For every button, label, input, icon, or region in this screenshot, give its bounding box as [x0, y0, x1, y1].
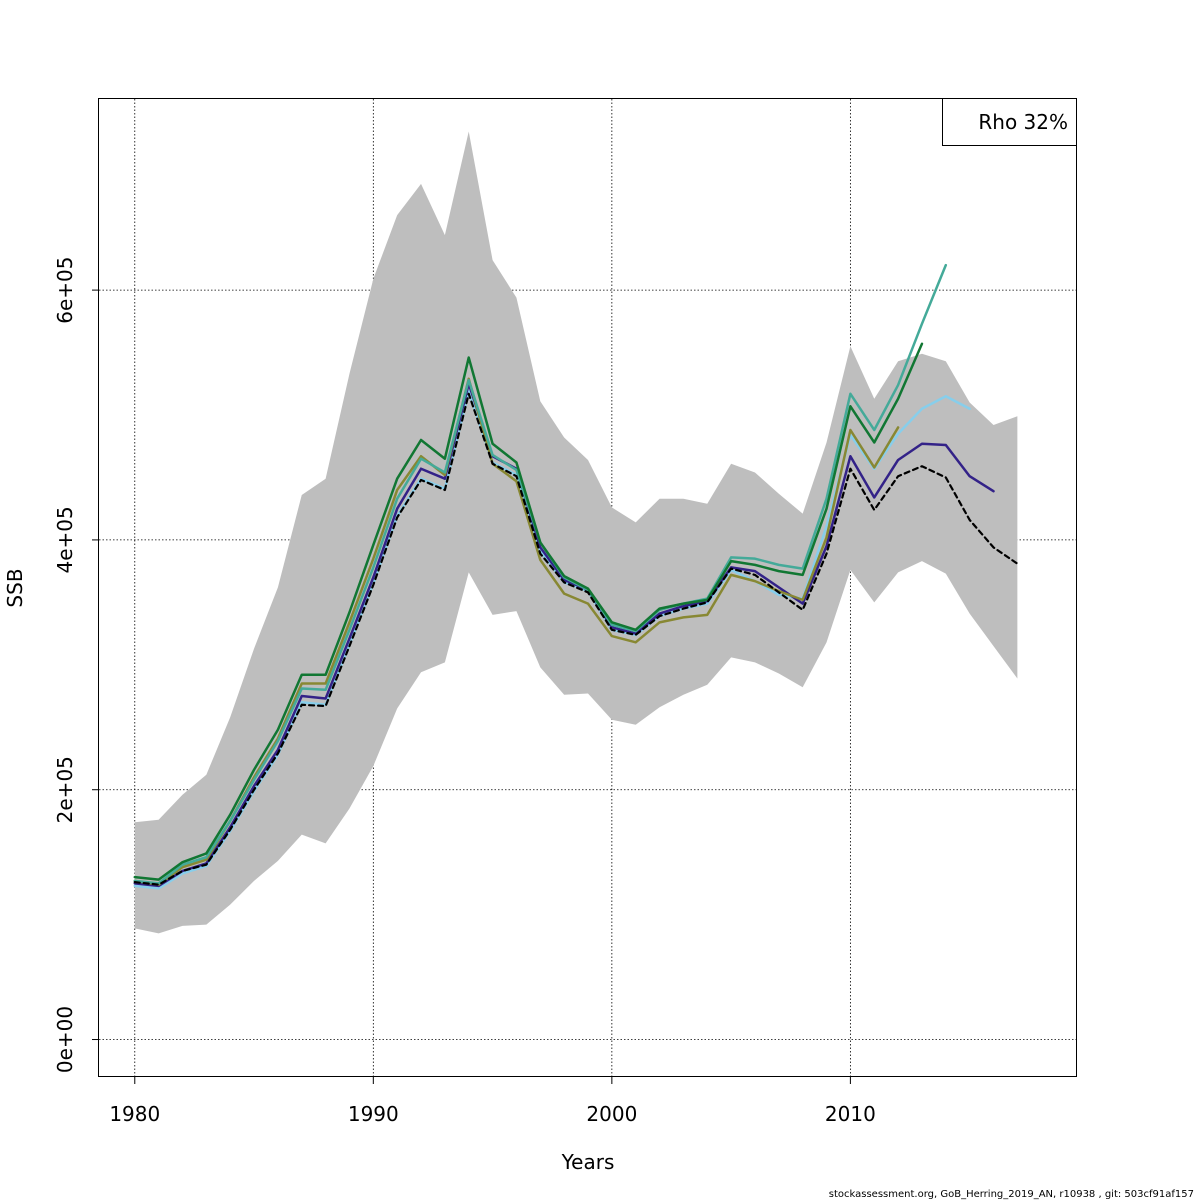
y-tick-label: 2e+05	[53, 756, 77, 823]
x-tick-label: 1990	[348, 1102, 399, 1126]
confidence-band	[134, 131, 1018, 934]
legend-box: Rho 32%	[942, 98, 1077, 146]
series-line-3	[133, 382, 995, 888]
footer-credit: stockassessment.org, GoB_Herring_2019_AN…	[829, 1189, 1194, 1200]
y-axis-title: SSB	[3, 568, 27, 607]
y-axis: 0e+00 2e+05 4e+05 6e+05	[53, 256, 99, 1073]
series-line-6	[133, 342, 924, 881]
y-tick-label: 0e+00	[53, 1006, 77, 1073]
plot-frame	[98, 98, 1077, 1077]
y-tick-label: 6e+05	[53, 256, 77, 323]
x-axis: 1980 1990 2000 2010	[109, 1077, 876, 1126]
x-axis-title: Years	[561, 1150, 615, 1174]
x-tick-label: 2010	[825, 1102, 876, 1126]
series-line-1	[133, 392, 1019, 886]
legend-text: Rho 32%	[978, 110, 1068, 134]
confidence-band-layer	[134, 131, 1018, 934]
x-tick-label: 1980	[109, 1102, 160, 1126]
y-tick-label: 4e+05	[53, 506, 77, 573]
legend-frame	[942, 98, 1077, 146]
x-tick-label: 2000	[586, 1102, 637, 1126]
series-layer	[133, 263, 1019, 890]
